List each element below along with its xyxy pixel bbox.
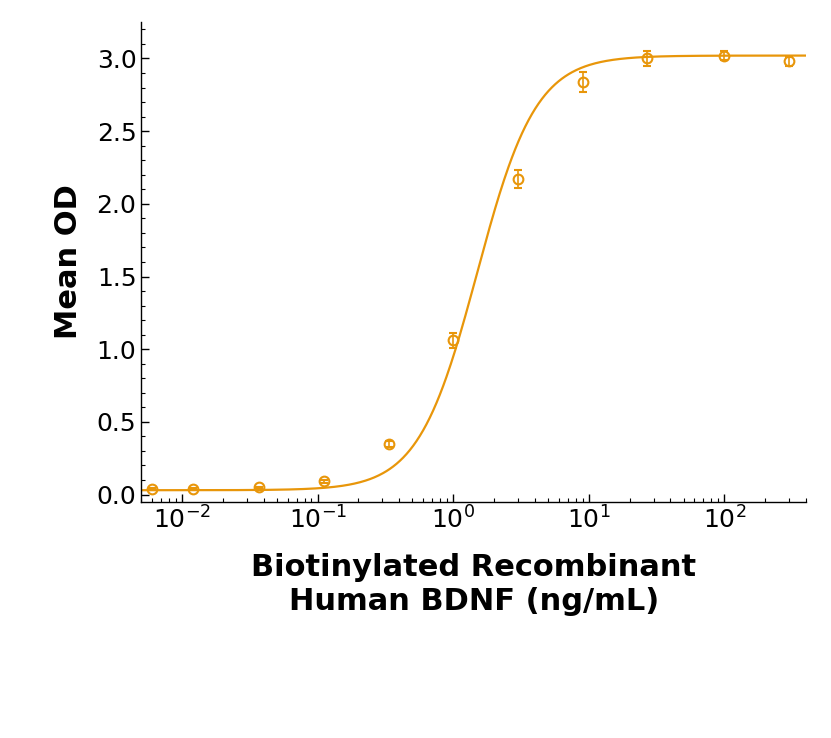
- X-axis label: Biotinylated Recombinant
Human BDNF (ng/mL): Biotinylated Recombinant Human BDNF (ng/…: [251, 554, 696, 616]
- Y-axis label: Mean OD: Mean OD: [54, 184, 82, 339]
